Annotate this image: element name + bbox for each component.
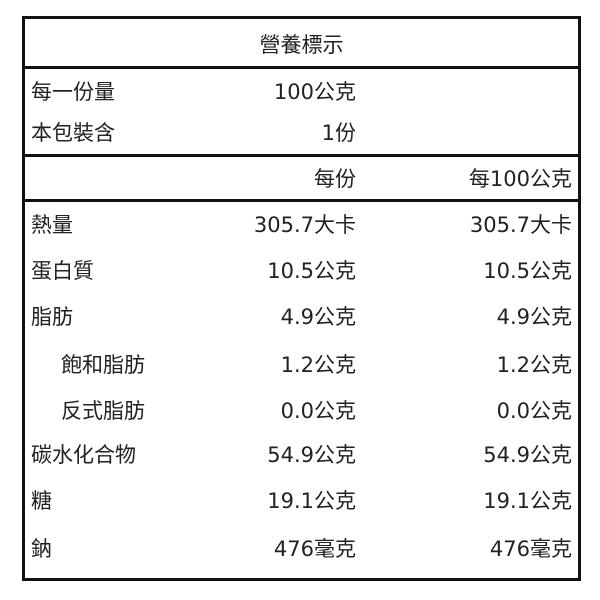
per-100g-value: 4.9公克 bbox=[496, 305, 572, 329]
nutrition-table: 營養標示 每一份量 100公克 本包裝含 1份 每份 每100公克 熱量 305.… bbox=[22, 16, 581, 581]
per-serving-value: 305.7大卡 bbox=[253, 213, 356, 237]
package-label: 本包裝含 bbox=[31, 121, 115, 145]
per-serving-value: 476毫克 bbox=[273, 537, 356, 561]
per-100g-value: 0.0公克 bbox=[496, 399, 572, 423]
per-serving-value: 19.1公克 bbox=[267, 489, 356, 513]
nutrient-name: 鈉 bbox=[31, 537, 52, 561]
per-100g-value: 476毫克 bbox=[489, 537, 572, 561]
per-serving-value: 54.9公克 bbox=[267, 443, 356, 467]
header-per-serving: 每份 bbox=[314, 167, 356, 191]
per-serving-value: 1.2公克 bbox=[280, 353, 356, 377]
nutrient-name: 碳水化合物 bbox=[31, 443, 136, 467]
serving-label: 每一份量 bbox=[31, 80, 115, 104]
per-100g-value: 305.7大卡 bbox=[469, 213, 572, 237]
per-100g-value: 1.2公克 bbox=[496, 353, 572, 377]
nutrient-name: 反式脂肪 bbox=[61, 399, 145, 423]
table-title: 營養標示 bbox=[259, 33, 344, 57]
nutrient-name: 飽和脂肪 bbox=[61, 353, 145, 377]
nutrient-name: 蛋白質 bbox=[31, 259, 94, 283]
per-serving-value: 0.0公克 bbox=[280, 399, 356, 423]
serving-value: 100公克 bbox=[273, 80, 356, 104]
package-value: 1份 bbox=[321, 121, 356, 145]
divider bbox=[25, 199, 578, 202]
nutrient-name: 糖 bbox=[31, 489, 52, 513]
divider bbox=[25, 154, 578, 157]
nutrient-name: 脂肪 bbox=[31, 305, 73, 329]
per-100g-value: 19.1公克 bbox=[483, 489, 572, 513]
per-100g-value: 10.5公克 bbox=[483, 259, 572, 283]
per-serving-value: 10.5公克 bbox=[267, 259, 356, 283]
nutrient-name: 熱量 bbox=[31, 213, 73, 237]
per-serving-value: 4.9公克 bbox=[280, 305, 356, 329]
divider bbox=[25, 66, 578, 69]
per-100g-value: 54.9公克 bbox=[483, 443, 572, 467]
header-per-100g: 每100公克 bbox=[468, 167, 572, 191]
